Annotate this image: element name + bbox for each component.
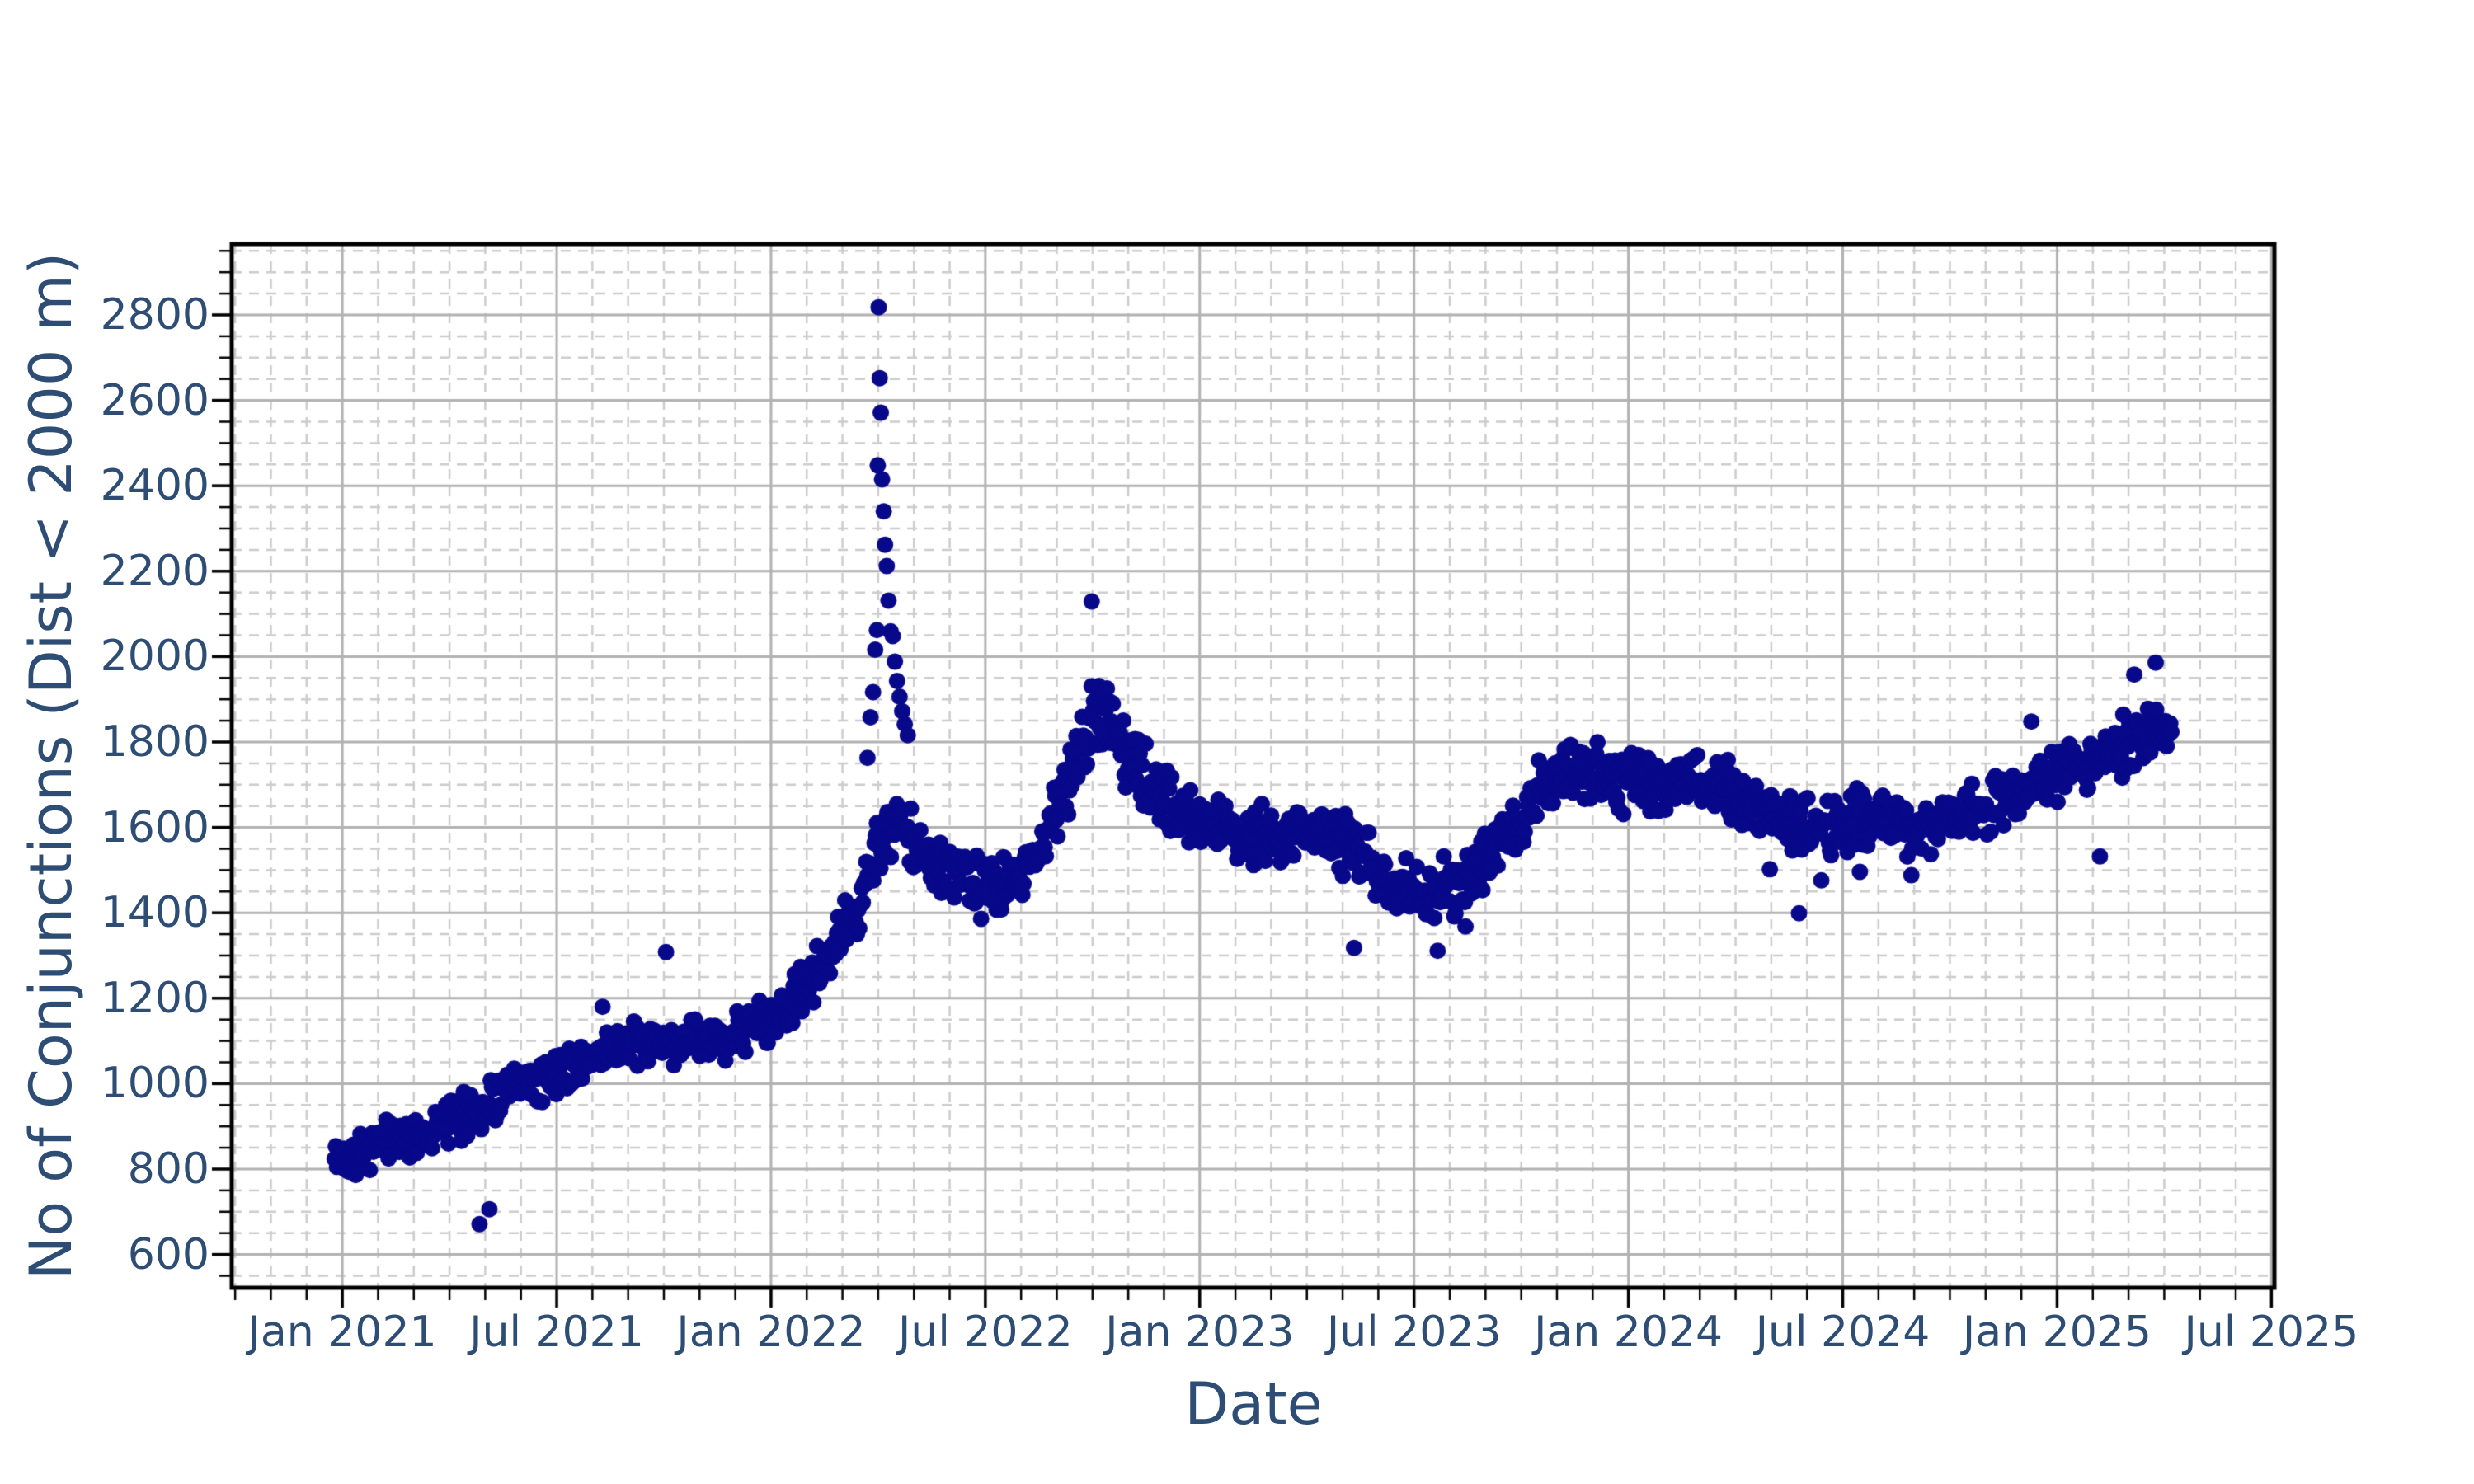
x-tick-label: Jan 2024 (1534, 1308, 1724, 1357)
x-tick-label: Jan 2022 (676, 1308, 866, 1357)
y-tick-label: 1800 (100, 716, 209, 767)
y-axis-title: No of Conjunctions (Dist < 2000 m) (17, 251, 85, 1280)
y-tick-label: 600 (127, 1229, 209, 1280)
y-tick-label: 2000 (100, 632, 209, 682)
y-tick-label: 1000 (100, 1059, 209, 1109)
y-tick-label: 1600 (100, 802, 209, 852)
y-tick-label: 800 (127, 1144, 209, 1194)
x-tick-label: Jan 2023 (1105, 1308, 1295, 1357)
x-tick-label: Jan 2021 (247, 1308, 437, 1357)
y-tick-label: 2600 (100, 375, 209, 425)
x-tick-label: Jan 2025 (1962, 1308, 2152, 1357)
y-tick-label: 2800 (100, 289, 209, 340)
x-tick-label: Jul 2021 (469, 1308, 644, 1357)
y-tick-label: 1400 (100, 888, 209, 938)
x-tick-label: Jul 2023 (1326, 1308, 1502, 1357)
x-tick-label: Jul 2024 (1755, 1308, 1931, 1357)
y-tick-label: 2400 (100, 461, 209, 511)
y-tick-label: 2200 (100, 546, 209, 596)
y-tick-label: 1200 (100, 973, 209, 1023)
x-tick-label: Jul 2022 (898, 1308, 1073, 1357)
x-tick-label: Jul 2025 (2184, 1308, 2359, 1357)
x-axis-title: Date (1184, 1370, 1323, 1438)
